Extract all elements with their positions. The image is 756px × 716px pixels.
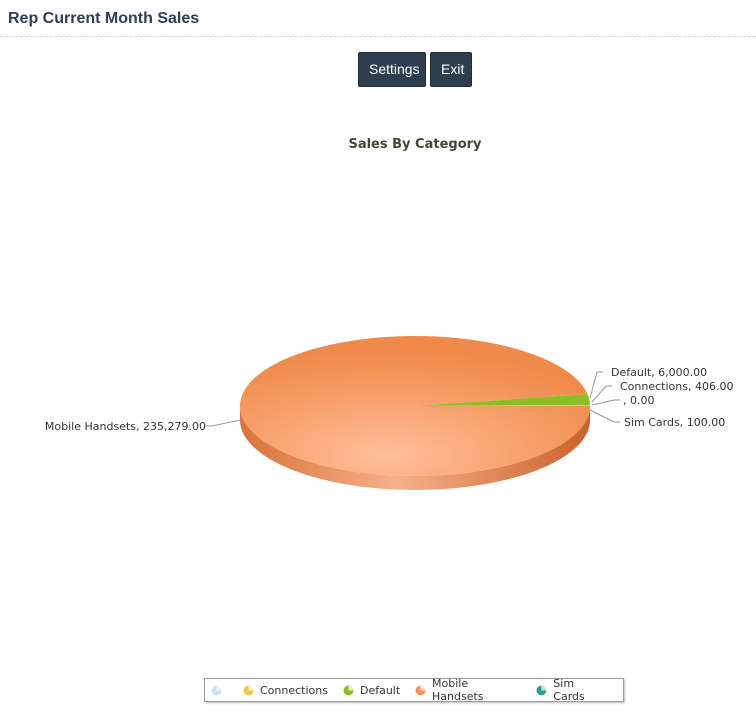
legend-label: Mobile Handsets — [432, 677, 484, 703]
page-title: Rep Current Month Sales — [8, 10, 200, 27]
data-label-connections: Connections, 406.00 — [620, 380, 733, 393]
legend-item-mobile-handsets[interactable]: Mobile Handsets — [415, 677, 521, 703]
pie-legend-icon — [343, 685, 354, 695]
leader-line-blank-0 — [591, 399, 620, 406]
data-label-blank-0: , 0.00 — [623, 394, 655, 407]
legend-label: Sim Cards — [553, 677, 585, 703]
toolbar: Settings Exit — [358, 52, 472, 87]
legend-item-connections[interactable]: Connections — [243, 684, 328, 697]
leader-line-default — [589, 371, 603, 399]
pie-legend-icon — [211, 685, 222, 695]
leader-line-mobile-handsets — [206, 419, 241, 427]
legend-label: Connections — [260, 683, 328, 697]
title-divider — [0, 36, 756, 37]
data-label-default: Default, 6,000.00 — [611, 366, 707, 379]
legend: Connections Default Mobile Handsets Sim Car… — [204, 677, 624, 703]
exit-button[interactable]: Exit — [430, 52, 472, 87]
pie-slice-connections[interactable] — [415, 404, 590, 406]
pie-slice-default[interactable] — [415, 394, 590, 406]
pie-legend-icon — [415, 685, 426, 695]
data-label-sim-cards: Sim Cards, 100.00 — [624, 416, 725, 429]
legend-item-default[interactable]: Default — [343, 684, 400, 697]
chart-title: Sales By Category — [348, 137, 482, 152]
pie-legend-icon — [536, 685, 547, 695]
pie-legend-icon — [243, 685, 254, 695]
pie-side-wall — [240, 406, 590, 490]
legend-label: Default — [359, 683, 401, 697]
settings-button[interactable]: Settings — [358, 52, 426, 87]
leader-line-sim-cards — [589, 409, 620, 423]
legend-item-blank-0[interactable] — [211, 685, 228, 696]
pie-group — [239, 336, 590, 490]
data-label-mobile-handsets: Mobile Handsets, 235,279.00 — [45, 420, 206, 433]
legend-item-sim-cards[interactable]: Sim Cards — [536, 677, 608, 703]
leader-line-connections — [591, 385, 612, 403]
